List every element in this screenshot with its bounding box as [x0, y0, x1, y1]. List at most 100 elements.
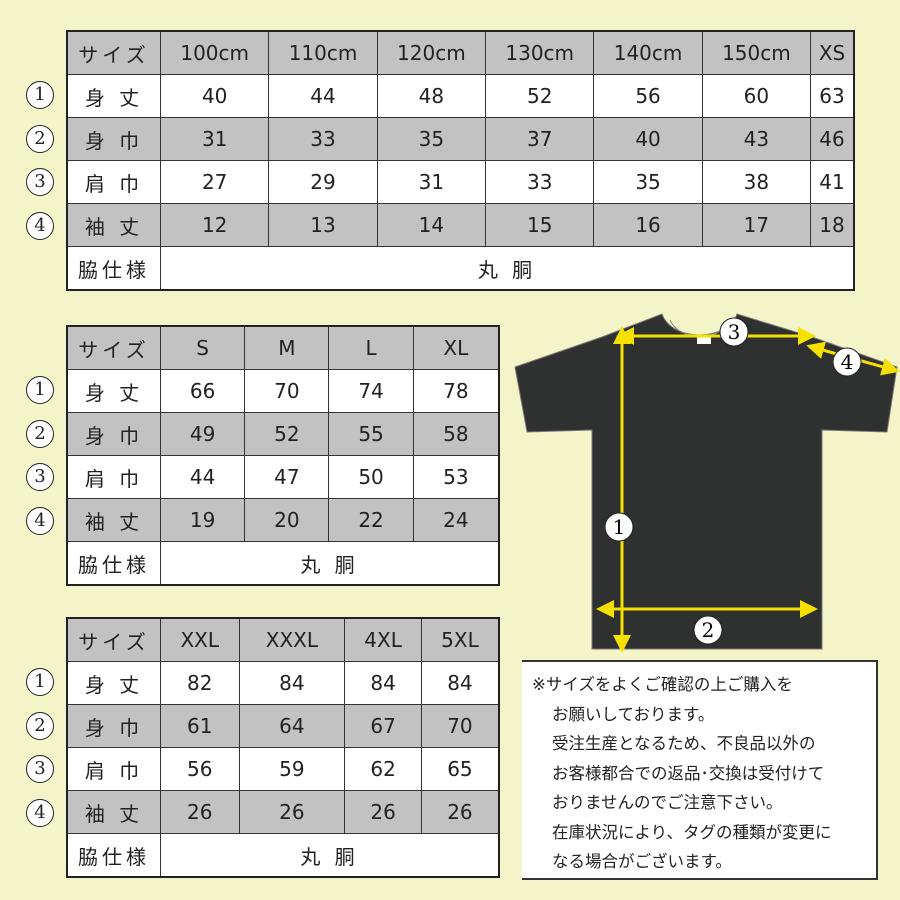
size-table: サイズ 100cm 110cm 120cm 130cm 140cm 150cm XS 身 丈 40… — [66, 30, 855, 291]
row-label: 身 丈 — [66, 74, 161, 118]
size-column-header: 120cm — [376, 30, 487, 75]
row-label: 袖 丈 — [66, 498, 161, 542]
row-label: 肩 巾 — [66, 455, 161, 499]
table-row: 身 巾 31 33 35 37 40 43 46 — [66, 117, 855, 161]
size-column-header: XS — [810, 30, 855, 75]
size-header: サイズ — [66, 30, 161, 75]
row-label: 袖 丈 — [66, 790, 161, 834]
marker-4: 4 — [26, 798, 54, 827]
table-row: 肩 巾 44 47 50 53 — [66, 455, 500, 499]
size-column-header: M — [244, 325, 330, 370]
table-cell: 35 — [593, 160, 703, 204]
marker-4: 4 — [26, 211, 54, 240]
row-label: 身 丈 — [66, 661, 161, 705]
table-cell: 22 — [328, 498, 414, 542]
size-column-header: 100cm — [159, 30, 270, 75]
note-line: お願いしております。 — [552, 704, 715, 724]
side-spec-value: 丸 胴 — [160, 246, 855, 291]
size-column-header: 130cm — [485, 30, 595, 75]
table-cell: 47 — [244, 455, 330, 499]
table-cell: 59 — [238, 747, 346, 791]
header-row: サイズ XXL XXXL 4XL 5XL — [66, 617, 500, 662]
table-cell: 31 — [376, 160, 487, 204]
table-cell: 35 — [376, 117, 487, 161]
table-cell: 26 — [420, 790, 500, 834]
table-cell: 15 — [485, 203, 595, 247]
side-spec-value: 丸 胴 — [160, 833, 500, 878]
table-cell: 84 — [344, 661, 422, 705]
side-spec-row: 脇仕様丸 胴 — [66, 541, 500, 586]
table-cell: 67 — [344, 704, 422, 748]
marker-2: 2 — [26, 124, 54, 153]
table-cell: 64 — [238, 704, 346, 748]
table-row: 身 丈 82 84 84 84 — [66, 661, 500, 705]
row-label: 身 巾 — [66, 117, 161, 161]
note-line: なる場合がございます。 — [552, 852, 732, 871]
table-row: 身 巾 61 64 67 70 — [66, 704, 500, 748]
table-cell: 65 — [420, 747, 500, 791]
table-row: 袖 丈 26 26 26 26 — [66, 790, 500, 834]
row-label: 肩 巾 — [66, 747, 161, 791]
table-row: 身 巾 49 52 55 58 — [66, 412, 500, 456]
table-cell: 61 — [160, 704, 240, 748]
table-cell: 37 — [485, 117, 595, 161]
size-header: サイズ — [66, 325, 161, 370]
size-column-header: L — [328, 325, 414, 370]
table-cell: 44 — [268, 74, 378, 118]
size-column-header: 5XL — [420, 617, 500, 662]
table-cell: 66 — [159, 369, 246, 413]
marker-3: 3 — [26, 463, 54, 491]
marker-3: 3 — [26, 168, 54, 196]
side-spec-label: 脇仕様 — [66, 541, 161, 586]
table-cell: 58 — [412, 412, 500, 456]
table-cell: 27 — [159, 160, 270, 204]
size-column-header: S — [159, 325, 246, 370]
table-cell: 70 — [420, 704, 500, 748]
note-line: 受注生産となるため、不良品以外の — [552, 734, 816, 753]
table-cell: 84 — [420, 661, 500, 705]
table-cell: 12 — [159, 203, 270, 247]
marker-2: 2 — [26, 419, 54, 448]
size-column-header: 150cm — [701, 30, 812, 75]
table-cell: 20 — [244, 498, 330, 542]
table-cell: 31 — [159, 117, 270, 161]
notice-box: ※サイズをよくご確認の上ご購入を お願いしております。 受注生産となるため、不良… — [522, 660, 878, 880]
table-cell: 24 — [412, 498, 500, 542]
row-label: 身 丈 — [66, 369, 161, 413]
table-cell: 13 — [268, 203, 378, 247]
table-cell: 19 — [159, 498, 246, 542]
table-cell: 16 — [593, 203, 703, 247]
marker-2: 2 — [702, 618, 715, 642]
table-cell: 38 — [701, 160, 812, 204]
size-header: サイズ — [66, 617, 161, 662]
table-cell: 41 — [810, 160, 855, 204]
table-cell: 84 — [238, 661, 346, 705]
table-cell: 26 — [160, 790, 240, 834]
size-column-header: XXXL — [238, 617, 346, 662]
table-cell: 43 — [701, 117, 812, 161]
side-spec-label: 脇仕様 — [66, 246, 161, 291]
table-cell: 33 — [485, 160, 595, 204]
table-row: 肩 巾 56 59 62 65 — [66, 747, 500, 791]
table-cell: 74 — [328, 369, 414, 413]
size-column-header: 110cm — [268, 30, 378, 75]
table-cell: 14 — [376, 203, 487, 247]
marker-1: 1 — [613, 515, 626, 539]
table-cell: 70 — [244, 369, 330, 413]
marker-4: 4 — [841, 350, 854, 374]
table-cell: 49 — [159, 412, 246, 456]
side-spec-row: 脇仕様丸 胴 — [66, 246, 855, 291]
table-cell: 62 — [344, 747, 422, 791]
table-cell: 52 — [244, 412, 330, 456]
table-row: 袖 丈 12 13 14 15 16 17 18 — [66, 203, 855, 247]
marker-1: 1 — [26, 668, 54, 696]
row-label: 袖 丈 — [66, 203, 161, 247]
table-row: 身 丈 66 70 74 78 — [66, 369, 500, 413]
note-line: ※サイズをよくご確認の上ご購入を — [532, 675, 793, 694]
table-cell: 63 — [810, 74, 855, 118]
table-cell: 26 — [344, 790, 422, 834]
table-cell: 55 — [328, 412, 414, 456]
table-cell: 18 — [810, 203, 855, 247]
size-column-header: XXL — [160, 617, 240, 662]
table-cell: 44 — [159, 455, 246, 499]
